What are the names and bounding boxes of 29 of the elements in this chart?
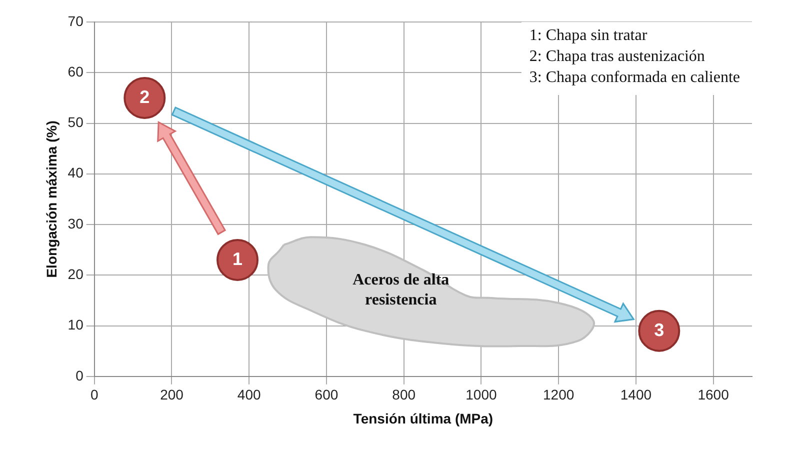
annotation: 1: Chapa sin tratar xyxy=(529,27,648,44)
x-tick-label: 1400 xyxy=(620,386,652,403)
x-tick-label: 0 xyxy=(90,386,98,403)
x-tick-label: 400 xyxy=(237,386,261,403)
y-tick-label: 20 xyxy=(68,266,84,282)
x-tick-label: 200 xyxy=(160,386,184,403)
point xyxy=(638,310,680,352)
x-axis-title: Tensión última (MPa) xyxy=(353,410,494,426)
x-tick-label: 1200 xyxy=(543,386,574,403)
y-tick-label: 10 xyxy=(68,316,84,333)
point xyxy=(216,238,259,281)
y-tick-label: 40 xyxy=(68,164,84,181)
y-tick-label: 30 xyxy=(68,215,84,232)
y-tick-label: 0 xyxy=(76,367,84,384)
y-tick-label: 70 xyxy=(68,12,84,29)
annotation: 2 xyxy=(140,86,150,107)
y-axis-title: Elongación máxima (%) xyxy=(43,120,60,278)
x-tick-label: 1600 xyxy=(698,386,730,403)
series-label: Aceros de alta resistencia xyxy=(352,271,450,308)
annotation: 2: Chapa tras austenización xyxy=(529,48,705,66)
y-tick-label: 50 xyxy=(68,114,84,130)
annotation: 3: Chapa conformada en caliente xyxy=(529,69,740,86)
x-tick-label: 1000 xyxy=(466,386,497,403)
y-tick-label: 60 xyxy=(68,63,84,80)
annotation: 3 xyxy=(654,320,664,340)
x-tick-label: 600 xyxy=(314,386,338,403)
x-tick-label: 800 xyxy=(392,386,416,403)
point xyxy=(124,76,166,119)
annotation: 1 xyxy=(232,248,243,269)
